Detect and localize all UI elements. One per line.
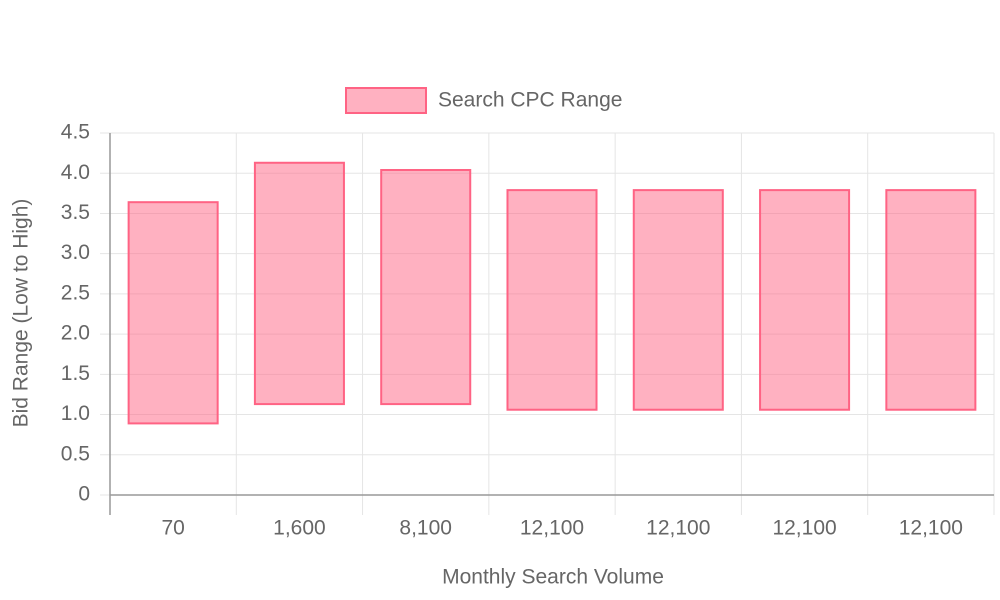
bar [632, 189, 724, 411]
x-tick-label: 12,100 [899, 517, 963, 540]
y-tick-label: 2.0 [61, 322, 90, 345]
x-tick-label: 8,100 [399, 517, 452, 540]
x-axis-title: Monthly Search Volume [442, 566, 664, 589]
bar [506, 189, 598, 411]
y-axis-title: Bid Range (Low to High) [10, 199, 33, 428]
y-tick-label: 0 [78, 483, 90, 506]
bar [885, 189, 977, 411]
bar [127, 201, 219, 425]
y-tick-label: 4.0 [61, 161, 90, 184]
x-tick-label: 1,600 [273, 517, 326, 540]
legend-swatch [345, 87, 427, 114]
x-tick-label: 70 [161, 517, 184, 540]
y-tick-label: 3.5 [61, 201, 90, 224]
y-tick-label: 3.0 [61, 241, 90, 264]
bar [253, 161, 345, 406]
bar [380, 169, 472, 406]
y-tick-label: 2.5 [61, 281, 90, 304]
y-tick-label: 0.5 [61, 442, 90, 465]
legend-label: Search CPC Range [438, 89, 622, 112]
y-tick-label: 1.5 [61, 362, 90, 385]
bar [759, 189, 851, 411]
x-tick-label: 12,100 [646, 517, 710, 540]
y-tick-label: 4.5 [61, 121, 90, 144]
x-tick-label: 12,100 [772, 517, 836, 540]
y-tick-label: 1.0 [61, 402, 90, 425]
x-tick-label: 12,100 [520, 517, 584, 540]
